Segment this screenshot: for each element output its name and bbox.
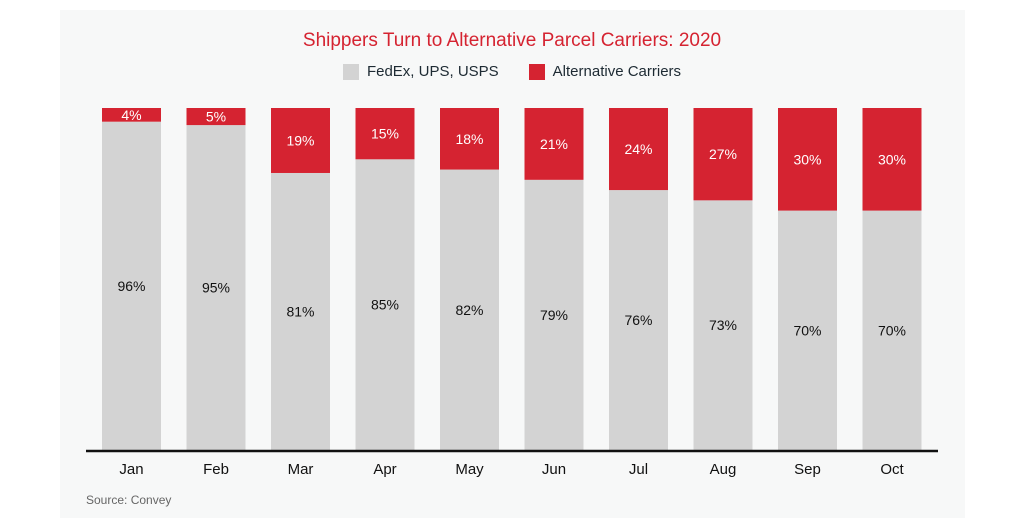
x-tick-label: Apr [373, 461, 396, 478]
data-label: 70% [878, 322, 906, 338]
data-label: 70% [793, 322, 821, 338]
x-tick-label: Feb [203, 461, 229, 478]
bar-major-carriers [355, 159, 415, 451]
legend-label: Alternative Carriers [552, 63, 682, 80]
bar-major-carriers [102, 121, 161, 451]
data-label: 27% [709, 146, 737, 162]
x-tick-label: Jun [542, 461, 566, 478]
bar-alternative-carriers [778, 108, 837, 211]
data-label: 79% [540, 307, 568, 323]
data-label: 81% [286, 303, 314, 319]
bar-major-carriers [271, 172, 330, 451]
data-label: 95% [202, 280, 230, 296]
x-tick-label: Oct [880, 461, 904, 478]
bar-alternative-carriers [271, 108, 330, 173]
data-label: 82% [455, 302, 483, 318]
bar-alternative-carriers [102, 108, 161, 122]
data-label: 30% [878, 151, 906, 167]
bar-alternative-carriers [609, 108, 668, 191]
legend-swatch-major-carriers [342, 63, 359, 80]
legend-swatch-alternative-carriers [528, 63, 545, 80]
data-label: 30% [793, 151, 821, 167]
data-label: 24% [624, 141, 652, 157]
data-label: 18% [455, 131, 483, 147]
x-tick-label: May [455, 461, 484, 478]
x-tick-label: Jan [119, 461, 143, 478]
chart-title: Shippers Turn to Alternative Parcel Carr… [302, 30, 722, 51]
bar-major-carriers [186, 125, 246, 450]
bar-major-carriers [693, 200, 753, 450]
bar-major-carriers [862, 210, 922, 450]
data-label: 85% [371, 297, 399, 313]
data-label: 76% [624, 312, 652, 328]
x-tick-label: Jul [629, 461, 648, 478]
source-note: Source: Convey [86, 493, 172, 507]
legend-label: FedEx, UPS, USPS [366, 63, 499, 80]
bar-alternative-carriers [186, 108, 246, 126]
bar-alternative-carriers [355, 108, 415, 160]
x-tick-label: Aug [710, 461, 737, 478]
bar-major-carriers [524, 179, 584, 450]
x-tick-label: Sep [794, 461, 821, 478]
bar-major-carriers [440, 169, 499, 450]
data-label: 19% [286, 132, 314, 148]
bar-major-carriers [778, 210, 837, 450]
data-label: 4% [121, 107, 141, 123]
legend-item-major-carriers: FedEx, UPS, USPS [342, 63, 499, 80]
x-tick-label: Mar [288, 461, 314, 478]
legend: FedEx, UPS, USPS Alternative Carriers [0, 63, 1024, 80]
data-label: 73% [709, 317, 737, 333]
bar-alternative-carriers [693, 108, 753, 201]
bar-alternative-carriers [862, 108, 922, 211]
legend-item-alternative-carriers: Alternative Carriers [528, 63, 682, 80]
data-label: 15% [371, 126, 399, 142]
bar-alternative-carriers [440, 108, 499, 170]
bar-alternative-carriers [524, 108, 584, 180]
data-label: 5% [206, 109, 226, 125]
bar-major-carriers [609, 190, 668, 450]
data-label: 96% [117, 278, 145, 294]
data-label: 21% [540, 136, 568, 152]
